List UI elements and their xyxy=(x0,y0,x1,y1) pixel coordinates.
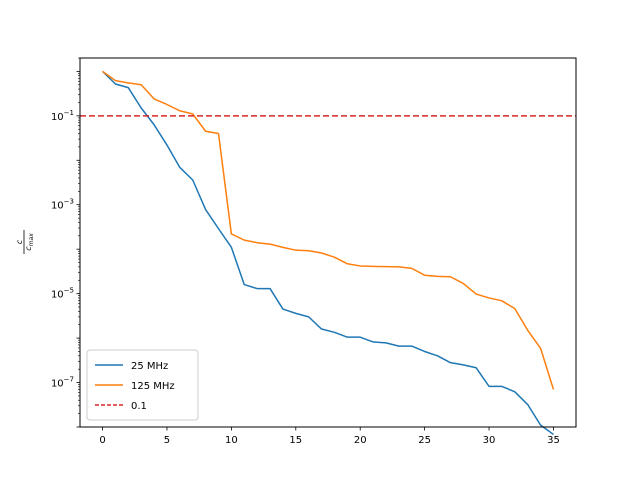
y-tick-label: 10−7 xyxy=(51,376,74,390)
legend: 25 MHz 125 MHz 0.1 xyxy=(86,349,199,421)
y-tick-label: 10−3 xyxy=(51,198,74,212)
ticks-layer: 0 5 10 15 20 25 30 35 10−7 10−5 10−3 10−1 xyxy=(51,57,560,446)
x-tick-label: 30 xyxy=(483,435,496,446)
y-tick-label: 10−5 xyxy=(51,287,74,301)
series-layer xyxy=(80,70,576,436)
legend-label: 25 MHz xyxy=(131,361,168,372)
x-tick-label: 20 xyxy=(354,435,367,446)
x-tick-label: 10 xyxy=(225,435,238,446)
y-axis-label-numerator: c xyxy=(15,239,24,244)
x-tick-label: 35 xyxy=(547,435,560,446)
y-axis-label: c cmax xyxy=(15,230,35,254)
x-tick-label: 25 xyxy=(418,435,431,446)
legend-box xyxy=(86,349,199,421)
legend-label: 125 MHz xyxy=(131,381,175,392)
x-tick-label: 0 xyxy=(99,435,105,446)
x-tick-label: 5 xyxy=(164,435,170,446)
plot-frame xyxy=(79,57,577,428)
legend-label: 0.1 xyxy=(131,401,147,412)
series-line-25-mhz xyxy=(102,70,554,436)
x-tick-label: 15 xyxy=(289,435,302,446)
y-tick-label: 10−1 xyxy=(51,109,74,123)
series-line-125-mhz xyxy=(102,70,555,390)
y-axis-label-denominator: cmax xyxy=(24,233,35,251)
